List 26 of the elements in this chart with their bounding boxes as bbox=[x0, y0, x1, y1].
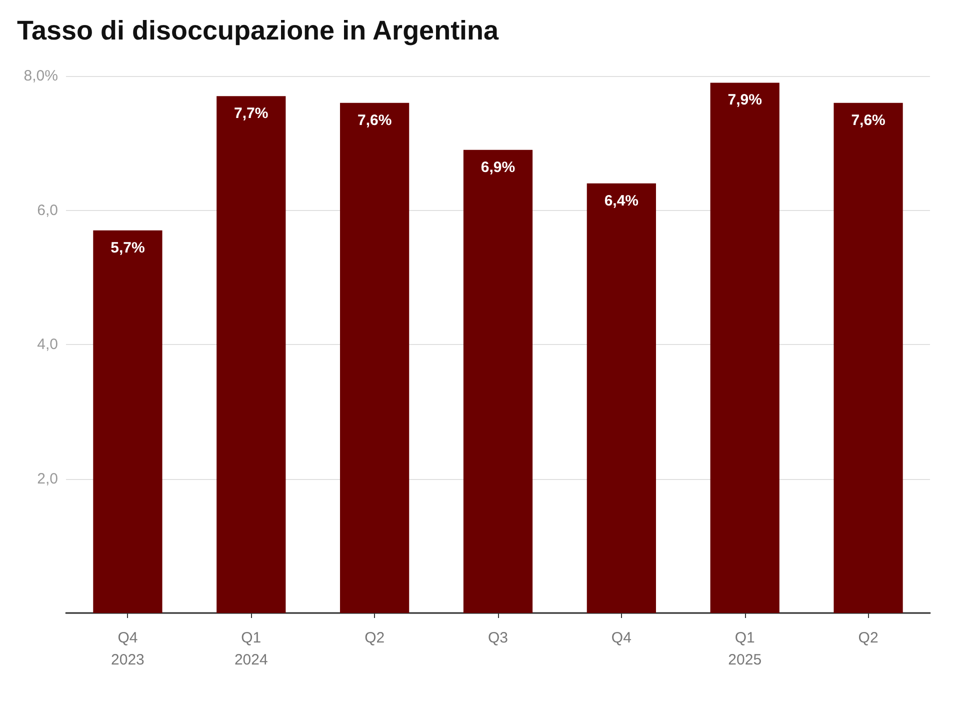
x-tick-label: Q1 2024 bbox=[234, 630, 268, 668]
data-label: 7,6% bbox=[851, 112, 886, 129]
data-label: 7,6% bbox=[357, 112, 392, 129]
x-tick-label: Q2 bbox=[858, 630, 878, 646]
bar bbox=[586, 183, 656, 613]
data-label: 5,7% bbox=[110, 239, 145, 256]
bar bbox=[463, 150, 533, 613]
y-tick-label: 4,0 bbox=[37, 336, 58, 353]
y-tick-label: 8,0% bbox=[24, 68, 58, 84]
bar bbox=[93, 230, 162, 613]
x-tick-label: Q4 2023 bbox=[111, 630, 144, 668]
x-tick-label: Q2 bbox=[364, 630, 385, 646]
data-label: 6,9% bbox=[480, 158, 516, 176]
bar bbox=[710, 82, 780, 613]
data-label: 7,7% bbox=[234, 105, 268, 122]
bar bbox=[340, 102, 410, 613]
chart-title: Tasso di disoccupazione in Argentina bbox=[17, 16, 500, 46]
x-tick-label: Q1 2025 bbox=[728, 630, 762, 668]
data-label: 6,4% bbox=[604, 192, 639, 210]
x-tick-label: Q4 bbox=[611, 630, 632, 646]
x-tick-label: Q3 bbox=[488, 630, 508, 646]
y-tick-label: 2,0 bbox=[37, 470, 58, 488]
bar bbox=[834, 102, 903, 613]
bar bbox=[216, 96, 286, 613]
y-tick-label: 6,0 bbox=[37, 202, 58, 219]
data-label: 7,9% bbox=[728, 92, 762, 109]
